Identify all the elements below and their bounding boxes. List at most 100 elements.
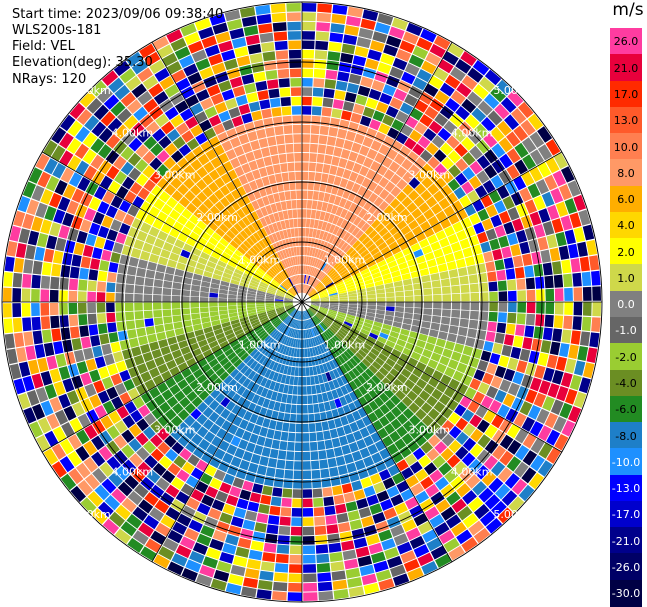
range-gate xyxy=(400,124,414,137)
range-gate xyxy=(393,316,403,323)
range-gate xyxy=(121,348,133,360)
range-gate xyxy=(255,269,264,277)
range-gate xyxy=(358,385,368,396)
range-gate xyxy=(477,359,489,372)
range-gate xyxy=(487,321,497,332)
range-gate xyxy=(561,259,572,274)
range-gate xyxy=(308,413,315,423)
range-gate xyxy=(259,426,269,437)
range-gate xyxy=(515,229,528,243)
range-gate xyxy=(250,453,261,465)
range-gate xyxy=(248,285,258,290)
range-gate xyxy=(339,531,353,542)
range-gate xyxy=(275,202,283,212)
range-gate xyxy=(368,88,382,101)
range-gate xyxy=(187,72,202,85)
range-gate xyxy=(273,382,281,392)
range-gate xyxy=(108,77,125,93)
range-gate xyxy=(558,343,570,358)
range-gate xyxy=(348,299,358,302)
range-gate xyxy=(409,461,423,474)
range-gate xyxy=(482,372,494,385)
range-gate xyxy=(433,248,444,258)
range-gate xyxy=(305,285,311,294)
range-gate xyxy=(546,234,558,249)
range-gate xyxy=(138,335,149,346)
range-gate xyxy=(433,302,442,309)
range-gate xyxy=(221,49,236,62)
range-gate xyxy=(274,40,288,51)
range-gate xyxy=(365,97,379,110)
range-gate xyxy=(230,319,240,325)
range-gate xyxy=(192,446,205,459)
range-gate xyxy=(336,366,344,377)
range-gate xyxy=(237,154,248,165)
range-gate xyxy=(163,316,173,324)
range-gate xyxy=(275,353,282,363)
range-gate xyxy=(357,295,367,299)
range-gate xyxy=(307,348,311,357)
range-gate xyxy=(169,252,180,262)
range-gate xyxy=(243,25,259,37)
range-gate xyxy=(348,306,358,311)
range-gate xyxy=(400,267,410,275)
range-gate xyxy=(287,337,293,347)
range-gate xyxy=(272,318,281,326)
range-gate xyxy=(358,264,368,272)
range-gate xyxy=(235,468,247,480)
range-gate xyxy=(144,51,161,67)
range-gate xyxy=(338,197,347,208)
range-gate xyxy=(143,179,156,192)
range-gate xyxy=(290,347,295,357)
range-gate xyxy=(435,338,446,348)
range-gate xyxy=(380,328,391,335)
range-gate xyxy=(67,155,82,171)
range-gate xyxy=(123,213,135,226)
colorbar-tick-label: 17.0 xyxy=(613,87,639,101)
range-gate xyxy=(472,391,485,404)
range-gate xyxy=(190,296,199,302)
range-gate xyxy=(286,366,292,376)
range-gate xyxy=(439,237,450,248)
range-gate xyxy=(415,232,427,242)
range-gate xyxy=(238,285,248,291)
range-gate xyxy=(276,308,285,314)
range-gate xyxy=(230,516,244,528)
range-gate xyxy=(332,322,341,329)
range-gate xyxy=(404,63,420,76)
range-gate xyxy=(483,133,498,148)
range-gate xyxy=(12,303,22,318)
range-gate xyxy=(326,283,335,290)
range-gate xyxy=(337,313,346,319)
range-gate xyxy=(174,100,189,114)
range-gate xyxy=(423,308,433,316)
range-gate xyxy=(385,105,399,118)
range-gate xyxy=(453,250,464,261)
range-gate xyxy=(504,473,520,489)
range-gate xyxy=(302,517,314,527)
range-gate xyxy=(383,344,394,353)
range-gate xyxy=(326,314,335,321)
range-gate xyxy=(441,309,451,317)
range-gate xyxy=(367,49,382,61)
range-gate xyxy=(480,194,493,208)
range-gate xyxy=(530,455,545,472)
range-gate xyxy=(302,404,308,414)
range-gate xyxy=(98,446,113,461)
range-gate xyxy=(221,276,231,283)
range-gate xyxy=(468,235,480,247)
range-gate xyxy=(399,40,415,54)
range-gate xyxy=(306,329,310,339)
range-gate xyxy=(282,325,288,334)
range-gate xyxy=(366,533,380,546)
range-gate xyxy=(347,311,357,317)
range-gate xyxy=(172,221,184,232)
range-gate xyxy=(362,189,373,200)
range-gate xyxy=(418,333,428,342)
range-gate xyxy=(405,116,419,129)
range-gate xyxy=(188,519,203,533)
range-gate xyxy=(365,58,379,70)
range-gate xyxy=(190,489,205,502)
range-gate xyxy=(325,514,338,525)
range-gate xyxy=(494,389,507,403)
